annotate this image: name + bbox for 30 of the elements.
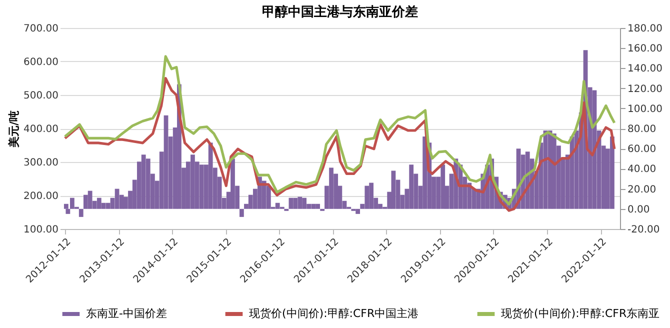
y-tick-label: 200.00	[24, 191, 58, 202]
y2-tick-label: 100.00	[628, 104, 662, 115]
y2-tick-label: 40.00	[628, 164, 656, 176]
y-tick-label: 700.00	[24, 24, 58, 34]
chart-title: 甲醇中国主港与东南亚价差	[262, 4, 418, 20]
bar	[288, 198, 294, 209]
line-series	[64, 55, 616, 206]
y2-tick-label: 80.00	[628, 124, 656, 135]
y2-tick-label: 160.00	[628, 44, 662, 55]
y2-tick-label: -20.00	[628, 224, 660, 236]
legend-label: 东南亚-中国价差	[86, 307, 167, 320]
y-tick-label: 600.00	[24, 57, 58, 68]
y-tick-label: 100.00	[24, 224, 58, 236]
y2-tick-label: 20.00	[628, 184, 656, 196]
y2-tick-label: 140.00	[628, 64, 662, 75]
bar	[391, 170, 396, 209]
y2-tick-label: 120.00	[628, 84, 662, 95]
legend-label: 现货价(中间价):甲醇:CFR中国主港	[249, 307, 419, 320]
y-axis-title: 美元/吨	[8, 110, 21, 149]
line-series	[64, 76, 616, 212]
y-tick-label: 300.00	[24, 158, 58, 168]
y-tick-label: 400.00	[24, 124, 58, 135]
bar	[78, 208, 84, 217]
y2-tick-label: 60.00	[628, 144, 656, 156]
bar	[293, 198, 298, 209]
y-tick-label: 500.00	[24, 90, 58, 102]
y2-tick-label: 0.00	[628, 204, 650, 216]
legend-label: 现货价(中间价):甲醇:CFR东南亚	[501, 307, 660, 320]
y2-tick-label: 180.00	[628, 24, 662, 34]
bar	[239, 208, 244, 217]
